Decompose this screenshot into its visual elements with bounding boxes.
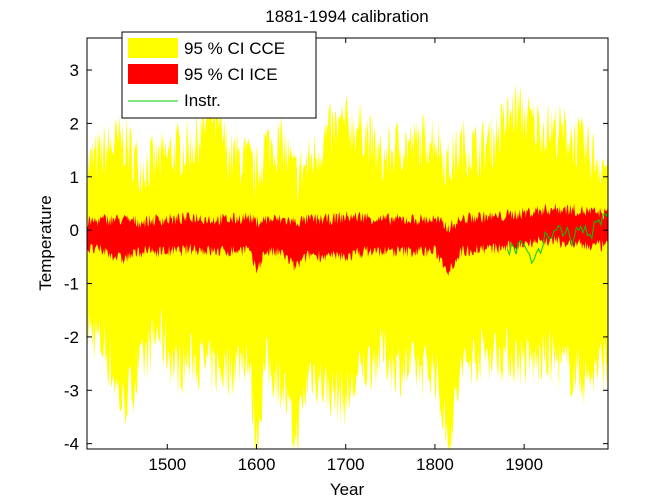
y-tick-label: 0 <box>70 221 79 240</box>
x-tick-label: 1700 <box>327 455 365 474</box>
chart-title: 1881-1994 calibration <box>265 7 429 26</box>
x-tick-label: 1600 <box>238 455 276 474</box>
plot-area <box>87 82 609 450</box>
y-axis: -4 -3 -2 -1 0 1 2 3 <box>64 61 608 454</box>
lines-layer <box>506 211 609 265</box>
y-tick-label: 2 <box>70 114 79 133</box>
y-tick-label: -4 <box>64 435 79 454</box>
band-cce <box>87 82 608 450</box>
x-tick-label: 1900 <box>505 455 543 474</box>
y-tick-label: -1 <box>64 275 79 294</box>
plot-frame <box>86 37 609 450</box>
y-axis-title: Temperature <box>36 195 55 290</box>
y-tick-label: -2 <box>64 328 79 347</box>
legend-swatch-ice <box>128 64 178 84</box>
bands-layer <box>87 82 608 450</box>
x-axis: 1500 1600 1700 1800 1900 <box>148 38 543 474</box>
legend: 95 % CI CCE 95 % CI ICE Instr. <box>121 31 317 119</box>
instr-line <box>506 211 609 265</box>
y-tick-label: 3 <box>70 61 79 80</box>
x-tick-label: 1800 <box>416 455 454 474</box>
legend-label-instr: Instr. <box>184 91 221 110</box>
y-tick-label: 1 <box>70 168 79 187</box>
x-tick-label: 1500 <box>148 455 186 474</box>
x-axis-title: Year <box>330 480 365 499</box>
y-tick-label: -3 <box>64 381 79 400</box>
band-ice <box>87 202 608 276</box>
legend-swatch-cce <box>128 38 178 58</box>
legend-label-cce: 95 % CI CCE <box>184 39 285 58</box>
legend-label-ice: 95 % CI ICE <box>184 65 278 84</box>
